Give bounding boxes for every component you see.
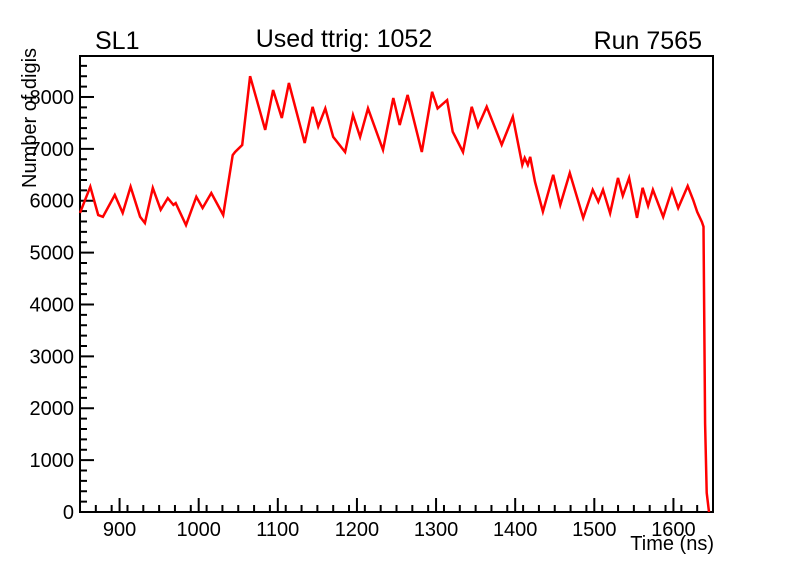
data-line — [78, 75, 711, 513]
x-axis-title: Time (ns) — [630, 533, 714, 555]
histogram-corner-label-right: Run 7565 — [593, 27, 702, 55]
x-tick-label: 1100 — [256, 519, 299, 541]
x-tick-label: 1600 — [651, 519, 696, 541]
y-tick-label: 6000 — [30, 191, 75, 213]
x-tick-label: 1000 — [176, 519, 221, 541]
histogram-title: Used ttrig: 1052 — [255, 25, 433, 53]
histogram-corner-label-left: SL1 — [95, 27, 140, 55]
y-tick-label: 0 — [63, 502, 74, 524]
x-tick-label: 1500 — [572, 519, 617, 541]
plot-frame — [79, 55, 714, 513]
y-tick-label: 5000 — [30, 243, 75, 265]
axis-ticks — [80, 64, 699, 513]
y-tick-label: 3000 — [30, 346, 75, 368]
axis-tick-labels: 900 1000 1100 1200 1300 1400 1500 1600 0 1000 2000… — [30, 87, 696, 541]
y-tick-label: 4000 — [30, 294, 75, 316]
y-tick-label: 7000 — [30, 139, 75, 161]
x-tick-label: 1400 — [493, 519, 538, 541]
number-of-digis-vs-time — [78, 75, 711, 513]
y-tick-label: 1000 — [30, 450, 75, 472]
x-tick-label: 1300 — [414, 519, 459, 541]
x-tick-label: 1200 — [335, 519, 380, 541]
x-tick-label: 900 — [103, 519, 136, 541]
y-tick-label: 2000 — [30, 398, 75, 420]
y-tick-label: 8000 — [30, 87, 75, 109]
